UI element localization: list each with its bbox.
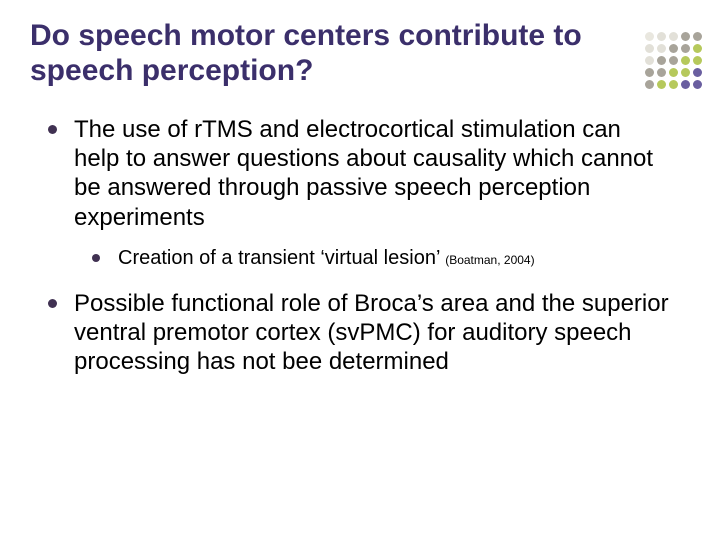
grid-dot — [669, 44, 678, 53]
bullet-text: Creation of a transient ‘virtual lesion’ — [118, 247, 445, 269]
decorative-dot-grid — [645, 32, 704, 91]
grid-dot — [681, 44, 690, 53]
grid-dot — [657, 80, 666, 89]
slide-title: Do speech motor centers contribute to sp… — [30, 18, 590, 89]
grid-dot — [693, 68, 702, 77]
citation: (Boatman, 2004) — [445, 253, 534, 267]
grid-dot — [681, 32, 690, 41]
grid-dot — [681, 56, 690, 65]
grid-dot — [657, 32, 666, 41]
grid-dot — [681, 80, 690, 89]
bullet-level1: Possible functional role of Broca’s area… — [30, 289, 670, 377]
grid-dot — [645, 56, 654, 65]
grid-dot — [645, 44, 654, 53]
grid-dot — [645, 68, 654, 77]
grid-dot — [693, 44, 702, 53]
grid-dot — [657, 44, 666, 53]
grid-dot — [657, 68, 666, 77]
grid-dot — [669, 80, 678, 89]
slide: Do speech motor centers contribute to sp… — [0, 0, 720, 540]
bullet-level2: Creation of a transient ‘virtual lesion’… — [30, 246, 670, 271]
grid-dot — [645, 80, 654, 89]
grid-dot — [669, 56, 678, 65]
grid-dot — [657, 56, 666, 65]
grid-dot — [669, 32, 678, 41]
grid-dot — [669, 68, 678, 77]
grid-dot — [693, 80, 702, 89]
grid-dot — [693, 32, 702, 41]
grid-dot — [693, 56, 702, 65]
bullet-level1: The use of rTMS and electrocortical stim… — [30, 115, 670, 232]
bullet-list: The use of rTMS and electrocortical stim… — [30, 115, 690, 377]
grid-dot — [681, 68, 690, 77]
grid-dot — [645, 32, 654, 41]
